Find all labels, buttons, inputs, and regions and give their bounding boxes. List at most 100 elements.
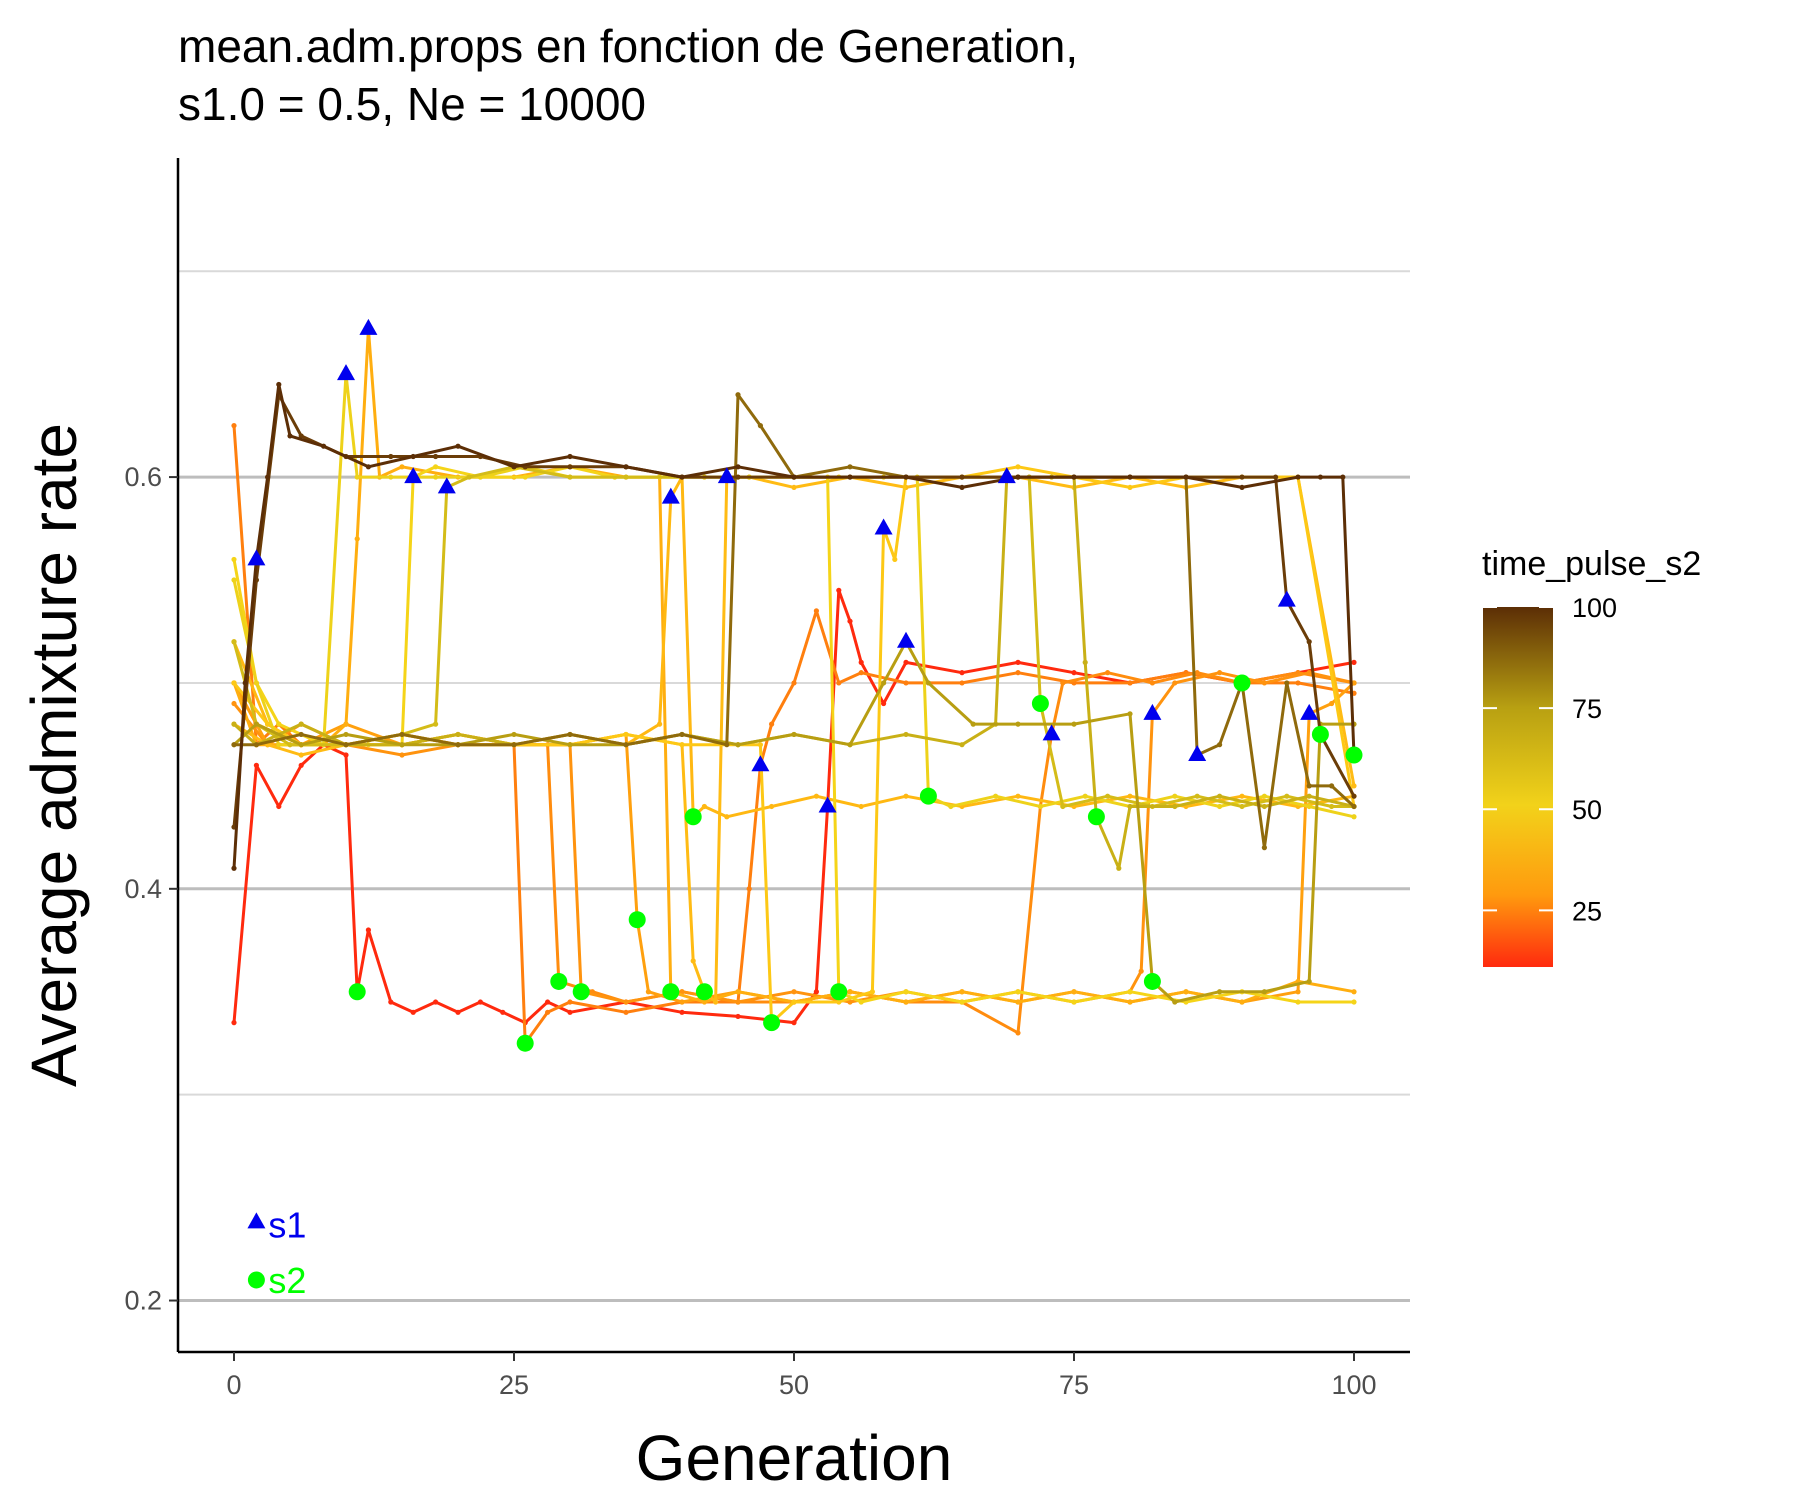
series-point [881,680,887,686]
series-point [1127,793,1133,799]
s2-marker [1087,808,1105,826]
series-point [623,474,629,480]
series-point [1306,978,1312,985]
series-point [1127,989,1133,995]
series-point [231,1020,237,1026]
s1-marker [1188,745,1207,761]
series-point [1015,999,1021,1005]
series-point [477,999,483,1005]
series-point [1127,484,1133,490]
series-point [1261,989,1267,995]
s1-marker [437,477,456,494]
series-point [1127,474,1133,480]
series-point [276,381,282,388]
series-point [253,680,259,686]
series-line [232,475,1355,819]
s2-marker [572,983,590,1001]
series-layer [231,326,1357,1046]
series-point [343,742,349,748]
series-point [623,999,629,1005]
series-point [1306,783,1312,789]
legend-colorbar [1483,607,1553,967]
series-point [791,484,797,490]
series-point [1060,680,1066,686]
series-29 [231,670,1357,1036]
series-point [903,659,909,665]
series-point [1306,803,1312,810]
series-point [903,680,909,686]
series-point [791,1020,797,1026]
series-point [1172,680,1178,686]
series-point [242,680,248,686]
series-point [1060,803,1066,810]
series-100 [231,381,1357,871]
series-point [847,474,853,480]
s2-marker [1345,746,1363,764]
series-point [1127,803,1133,810]
series-point [847,742,853,748]
series-point [276,742,282,748]
series-point [287,433,293,439]
series-point [399,752,405,758]
series-point [298,731,304,738]
series-point [623,742,629,748]
s1-marker [337,364,355,381]
series-point [253,742,259,748]
series-point [1183,989,1189,995]
series-point [645,989,652,995]
series-point [959,742,965,748]
series-point [813,989,820,995]
series-point [701,803,708,810]
series-point [231,700,237,707]
series-point [253,762,259,768]
series-point [1149,680,1155,686]
series-point [690,958,696,964]
chart-title-line-1: mean.adm.props en fonction de Generation… [178,20,1078,72]
series-point [1295,999,1301,1005]
series-point [757,742,764,748]
series-point [925,680,932,686]
series-point [1351,814,1357,820]
x-tick-label: 50 [779,1370,809,1400]
chart-title-line-2: s1.0 = 0.5, Ne = 10000 [178,78,646,130]
series-line [232,372,1355,819]
series-line [234,393,1356,850]
series-point [679,474,685,480]
series-point [847,464,853,470]
series-point [791,680,797,686]
series-point [959,484,965,490]
series-point [858,670,864,676]
s1-marker [404,467,423,484]
axis-ticks: 0 25 50 75 100 0.2 0.4 0.6 [124,462,1376,1400]
series-point [1306,639,1312,645]
series-point [892,556,898,563]
series-point [399,742,405,748]
series-point [657,721,663,727]
y-tick-label: 0.6 [124,462,162,492]
series-point [231,865,237,871]
y-tick-label: 0.2 [124,1286,162,1316]
series-point [847,618,853,624]
series-point [1127,711,1133,717]
series-36 [231,680,1357,1005]
x-tick-label: 75 [1059,1370,1089,1400]
y-tick-label: 0.4 [124,874,162,904]
series-point [1295,680,1301,686]
series-point [836,999,842,1005]
series-point [298,742,304,748]
series-point [993,793,999,799]
series-point [298,762,304,768]
series-point [791,999,797,1005]
series-point [433,453,439,460]
series-point [388,999,394,1005]
series-point [735,474,741,480]
series-point [265,721,271,727]
series-point [354,536,360,542]
series-point [735,742,741,748]
series-point [959,474,965,480]
s2-marker [628,911,646,929]
s2-marker [830,983,848,1001]
y-axis-title: Average admixture rate [18,423,90,1087]
series-point [455,443,461,449]
